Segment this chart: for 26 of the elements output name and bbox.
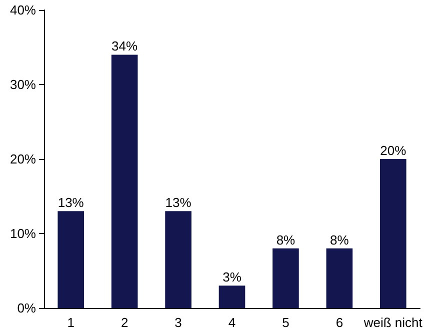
x-tick-label: 2 [120,315,128,330]
data-label: 13% [58,195,84,210]
y-tick-label: 40% [10,2,36,18]
y-tick-label: 20% [10,152,36,166]
y-tick-label: 30% [10,77,36,92]
data-label: 3% [222,270,242,285]
x-tick-label: 1 [67,315,74,330]
data-label: 8% [330,232,350,248]
x-tick-label: 4 [228,315,236,330]
bar [218,286,246,308]
data-label: 20% [380,143,407,158]
data-label: 13% [165,195,192,210]
bar [326,248,353,308]
bar [58,211,84,308]
x-tick-label: 6 [336,315,344,330]
x-tick-label: weiß nicht [362,315,423,330]
bar [272,248,299,308]
data-label: 34% [112,38,138,54]
bar [111,54,138,308]
bar [165,211,192,308]
y-tick-label: 0% [17,300,36,316]
x-tick-label: 5 [282,315,290,330]
y-tick-label: 10% [10,226,36,241]
bar [380,159,406,308]
data-label: 8% [276,232,296,248]
x-tick-label: 3 [174,315,182,330]
